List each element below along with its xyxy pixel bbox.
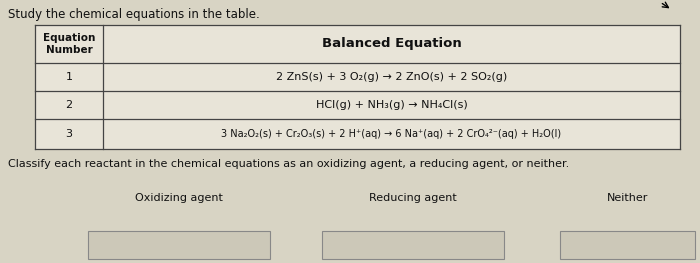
- Text: Neither: Neither: [607, 193, 648, 203]
- Text: 3: 3: [66, 129, 73, 139]
- Text: Balanced Equation: Balanced Equation: [321, 38, 461, 50]
- Text: Classify each reactant in the chemical equations as an oxidizing agent, a reduci: Classify each reactant in the chemical e…: [8, 159, 569, 169]
- Bar: [88, 231, 270, 259]
- Text: Study the chemical equations in the table.: Study the chemical equations in the tabl…: [8, 8, 260, 21]
- Text: HCl(g) + NH₃(g) → NH₄Cl(s): HCl(g) + NH₃(g) → NH₄Cl(s): [316, 100, 468, 110]
- Text: Equation
Number: Equation Number: [43, 33, 95, 55]
- Text: 2 ZnS(s) + 3 O₂(g) → 2 ZnO(s) + 2 SO₂(g): 2 ZnS(s) + 3 O₂(g) → 2 ZnO(s) + 2 SO₂(g): [276, 72, 507, 82]
- Bar: [560, 231, 695, 259]
- Bar: [322, 231, 504, 259]
- Text: 2: 2: [65, 100, 73, 110]
- Text: Reducing agent: Reducing agent: [369, 193, 457, 203]
- Text: 1: 1: [66, 72, 73, 82]
- Text: Oxidizing agent: Oxidizing agent: [135, 193, 223, 203]
- Text: 3 Na₂O₂(s) + Cr₂O₃(s) + 2 H⁺(aq) → 6 Na⁺(aq) + 2 CrO₄²⁻(aq) + H₂O(l): 3 Na₂O₂(s) + Cr₂O₃(s) + 2 H⁺(aq) → 6 Na⁺…: [221, 129, 561, 139]
- Bar: [35, 25, 680, 149]
